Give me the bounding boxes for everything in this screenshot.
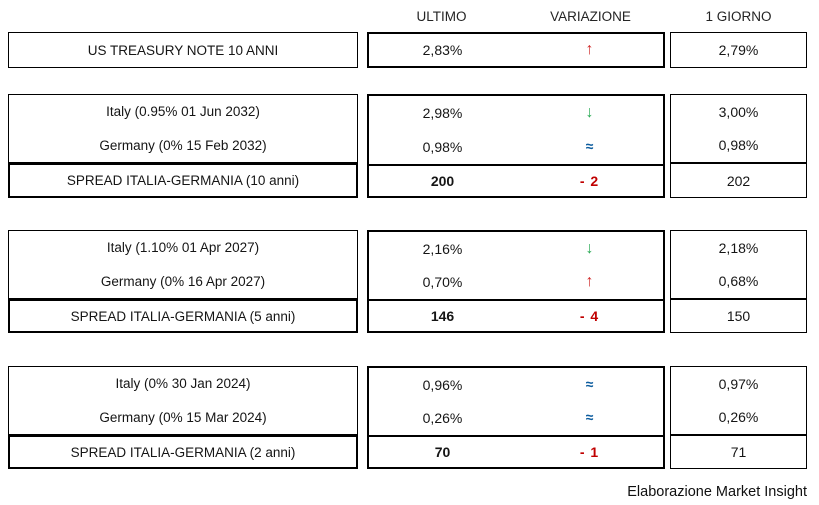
- giorno-value: 0,97%: [718, 375, 759, 392]
- row-label: US TREASURY NOTE 10 ANNI: [87, 42, 279, 58]
- giorno-box: 2,79%: [670, 32, 807, 68]
- row-label: Germany (0% 16 Apr 2027): [100, 273, 266, 289]
- spread-giorno-box: 150: [670, 299, 807, 333]
- ultimo-value: 2,16%: [422, 240, 463, 257]
- row-label: Italy (1.10% 01 Apr 2027): [106, 240, 260, 256]
- spread-giorno-value: 150: [726, 308, 751, 324]
- spread-giorno-value: 202: [726, 172, 751, 189]
- arrow-up-icon: [586, 274, 594, 290]
- spread-delta-value: - 1: [579, 443, 600, 460]
- spread-ultimo-value: 70: [434, 443, 451, 460]
- row-label: Germany (0% 15 Feb 2032): [99, 137, 267, 153]
- approx-equal-icon: [586, 139, 594, 155]
- label-box: Italy (0% 30 Jan 2024) Germany (0% 15 Ma…: [8, 366, 358, 435]
- giorno-value: 0,98%: [718, 137, 759, 154]
- approx-equal-icon: [586, 410, 594, 426]
- giorno-value: 0,26%: [718, 409, 759, 426]
- giorno-value: 3,00%: [718, 103, 759, 120]
- spread-label: SPREAD ITALIA-GERMANIA (5 anni): [70, 308, 296, 324]
- label-box: Italy (0.95% 01 Jun 2032) Germany (0% 15…: [8, 94, 358, 163]
- ultimo-value: 0,98%: [422, 138, 463, 155]
- row-label: Italy (0% 30 Jan 2024): [115, 376, 251, 392]
- spread-giorno-box: 202: [670, 163, 807, 198]
- attribution-text: Elaborazione Market Insight: [627, 484, 807, 500]
- ultimo-value: 2,98%: [422, 104, 463, 121]
- column-header-1-giorno: 1 GIORNO: [705, 9, 772, 24]
- arrow-down-icon: [586, 105, 594, 121]
- giorno-value: 0,68%: [718, 273, 759, 290]
- spread-label: SPREAD ITALIA-GERMANIA (2 anni): [70, 444, 296, 460]
- spread-delta-value: - 4: [579, 307, 600, 324]
- spread-ultimo-value: 146: [430, 307, 455, 324]
- ultimo-value: 2,83%: [422, 42, 463, 58]
- arrow-down-icon: [586, 241, 594, 257]
- values-box: 2,16% 0,70% 146 - 4: [367, 230, 665, 333]
- values-box: 2,98% 0,98% 200 - 2: [367, 94, 665, 198]
- column-header-variazione: VARIAZIONE: [550, 9, 631, 24]
- giorno-value: 2,79%: [718, 42, 759, 58]
- spread-label: SPREAD ITALIA-GERMANIA (10 anni): [66, 173, 300, 188]
- spread-giorno-box: 71: [670, 435, 807, 469]
- spread-giorno-value: 71: [730, 444, 747, 460]
- values-box: 0,96% 0,26% 70 - 1: [367, 366, 665, 469]
- ultimo-value: 0,70%: [422, 273, 463, 290]
- label-box: US TREASURY NOTE 10 ANNI: [8, 32, 358, 68]
- spread-label-box: SPREAD ITALIA-GERMANIA (5 anni): [8, 299, 358, 333]
- row-label: Italy (0.95% 01 Jun 2032): [106, 104, 260, 120]
- ultimo-value: 0,26%: [422, 409, 463, 426]
- values-box: 2,83%: [367, 32, 665, 68]
- giorno-box: 0,97% 0,26%: [670, 366, 807, 435]
- label-box: Italy (1.10% 01 Apr 2027) Germany (0% 16…: [8, 230, 358, 299]
- row-label: Germany (0% 15 Mar 2024): [99, 409, 267, 425]
- giorno-box: 3,00% 0,98%: [670, 94, 807, 163]
- spread-label-box: SPREAD ITALIA-GERMANIA (2 anni): [8, 435, 358, 469]
- giorno-box: 2,18% 0,68%: [670, 230, 807, 299]
- approx-equal-icon: [586, 377, 594, 393]
- spread-ultimo-value: 200: [430, 172, 455, 189]
- spread-label-box: SPREAD ITALIA-GERMANIA (10 anni): [8, 163, 358, 198]
- arrow-up-icon: [586, 42, 594, 58]
- ultimo-value: 0,96%: [422, 376, 463, 393]
- spread-delta-value: - 2: [579, 172, 600, 189]
- column-header-ultimo: ULTIMO: [416, 9, 467, 24]
- giorno-value: 2,18%: [718, 239, 759, 256]
